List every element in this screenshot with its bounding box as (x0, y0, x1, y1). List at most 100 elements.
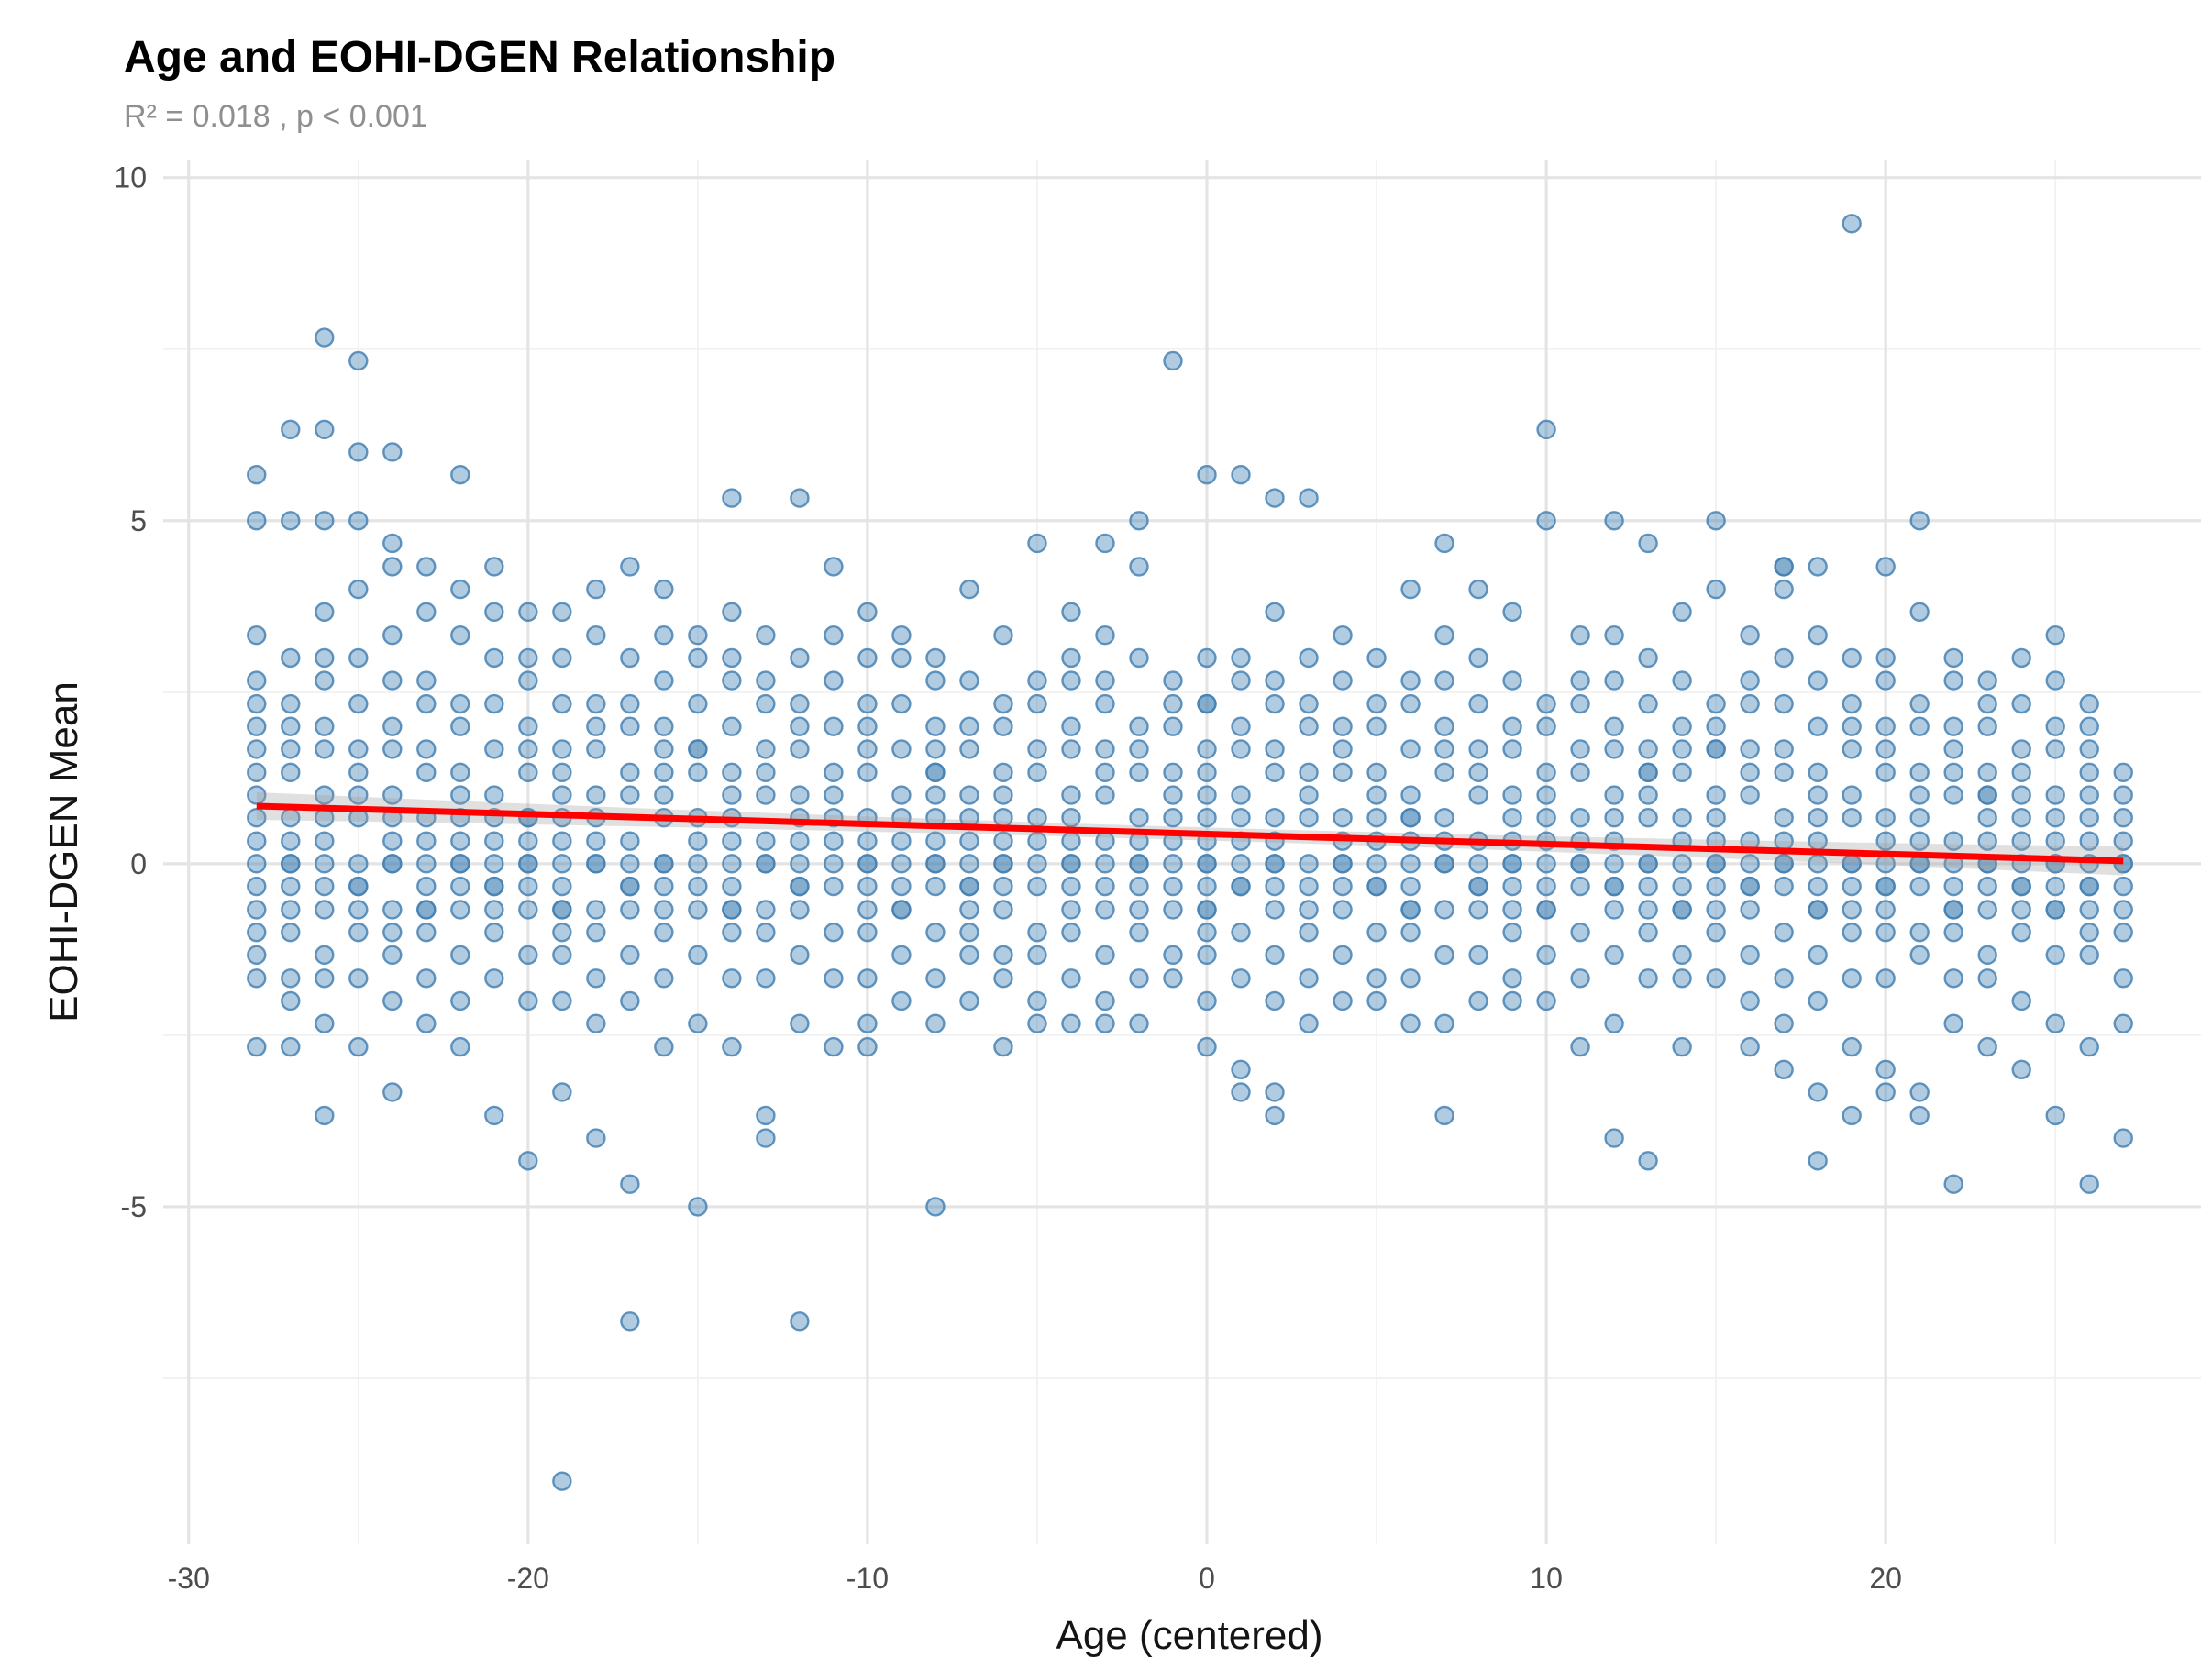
data-point (824, 876, 844, 897)
data-point (756, 785, 776, 805)
data-point (620, 785, 640, 805)
data-point (1570, 693, 1590, 714)
data-point (1095, 625, 1115, 646)
data-point (857, 762, 878, 783)
data-point (450, 1036, 470, 1057)
data-point (1163, 968, 1183, 989)
data-point (552, 900, 572, 920)
data-point (1061, 968, 1081, 989)
data-point (1231, 968, 1251, 989)
data-point (2079, 922, 2099, 943)
data-point (1740, 945, 1760, 966)
data-point (247, 511, 267, 531)
data-point (416, 831, 437, 851)
data-point (1774, 968, 1794, 989)
data-point (416, 922, 437, 943)
data-point (1366, 716, 1387, 736)
data-point (586, 739, 606, 759)
data-point (1570, 670, 1590, 691)
data-point (1129, 511, 1149, 531)
data-point (857, 693, 878, 714)
data-point (315, 602, 335, 622)
data-point (891, 945, 912, 966)
data-point (1299, 854, 1319, 874)
data-point (891, 876, 912, 897)
data-point (1909, 831, 1930, 851)
data-point (925, 922, 946, 943)
data-point (2079, 1174, 2099, 1194)
data-point (1909, 716, 1930, 736)
data-point (790, 647, 810, 669)
data-point (925, 739, 946, 759)
data-point (247, 739, 267, 759)
data-point (315, 670, 335, 691)
data-point (1536, 876, 1556, 897)
data-point (688, 1013, 708, 1033)
data-point (348, 785, 369, 805)
data-point (688, 625, 708, 646)
data-point (688, 647, 708, 669)
data-point (1468, 785, 1488, 805)
y-axis-tick-labels: 10 5 0 -5 (114, 161, 147, 1223)
data-point (281, 854, 301, 874)
data-point (1604, 511, 1624, 531)
data-point (620, 900, 640, 920)
data-point (1265, 900, 1285, 920)
regression-line (256, 802, 2124, 865)
data-point (756, 739, 776, 759)
data-point (1468, 876, 1488, 897)
data-point (484, 739, 504, 759)
data-point (1163, 876, 1183, 897)
data-point (1163, 785, 1183, 805)
data-point (1875, 968, 1896, 989)
data-point (450, 579, 470, 600)
data-point (1434, 670, 1454, 691)
data-point (1468, 854, 1488, 874)
data-point (1604, 900, 1624, 920)
data-point (1604, 739, 1624, 759)
data-point (1808, 945, 1828, 966)
data-point (552, 990, 572, 1011)
data-point (722, 854, 742, 874)
data-point (1570, 739, 1590, 759)
data-point (1061, 922, 1081, 943)
data-point (382, 625, 403, 646)
data-point (1299, 716, 1319, 736)
data-point (1604, 945, 1624, 966)
data-point (1570, 1036, 1590, 1057)
data-point (1706, 900, 1726, 920)
data-point (1604, 716, 1624, 736)
y-tick-label: 5 (130, 504, 147, 537)
data-point (1333, 670, 1353, 691)
data-point (2079, 900, 2099, 920)
data-point (620, 831, 640, 851)
scatter-chart-figure: -30 -20 -10 0 10 20 10 5 0 -5 Age and EOHI-DGEN … (37, 15, 2201, 1665)
data-point (1740, 762, 1760, 783)
data-point (382, 1082, 403, 1102)
data-point (1265, 739, 1285, 759)
data-point (450, 464, 470, 485)
data-point (620, 990, 640, 1011)
data-point (1366, 854, 1387, 874)
data-point (1095, 533, 1115, 554)
data-point (552, 1471, 572, 1491)
data-point (416, 739, 437, 759)
data-point (1774, 876, 1794, 897)
data-point (247, 945, 267, 966)
data-point (1808, 1151, 1828, 1171)
data-point (1638, 876, 1658, 897)
data-point (1536, 762, 1556, 783)
data-point (756, 831, 776, 851)
data-point (1875, 1082, 1896, 1102)
data-point (857, 968, 878, 989)
data-point (654, 785, 674, 805)
y-tick-label: 0 (130, 847, 147, 880)
data-point (790, 693, 810, 714)
data-point (1875, 900, 1896, 920)
data-point (247, 968, 267, 989)
data-point (281, 419, 301, 439)
data-point (891, 900, 912, 920)
data-point (247, 831, 267, 851)
data-point (1333, 876, 1353, 897)
data-point (1570, 876, 1590, 897)
